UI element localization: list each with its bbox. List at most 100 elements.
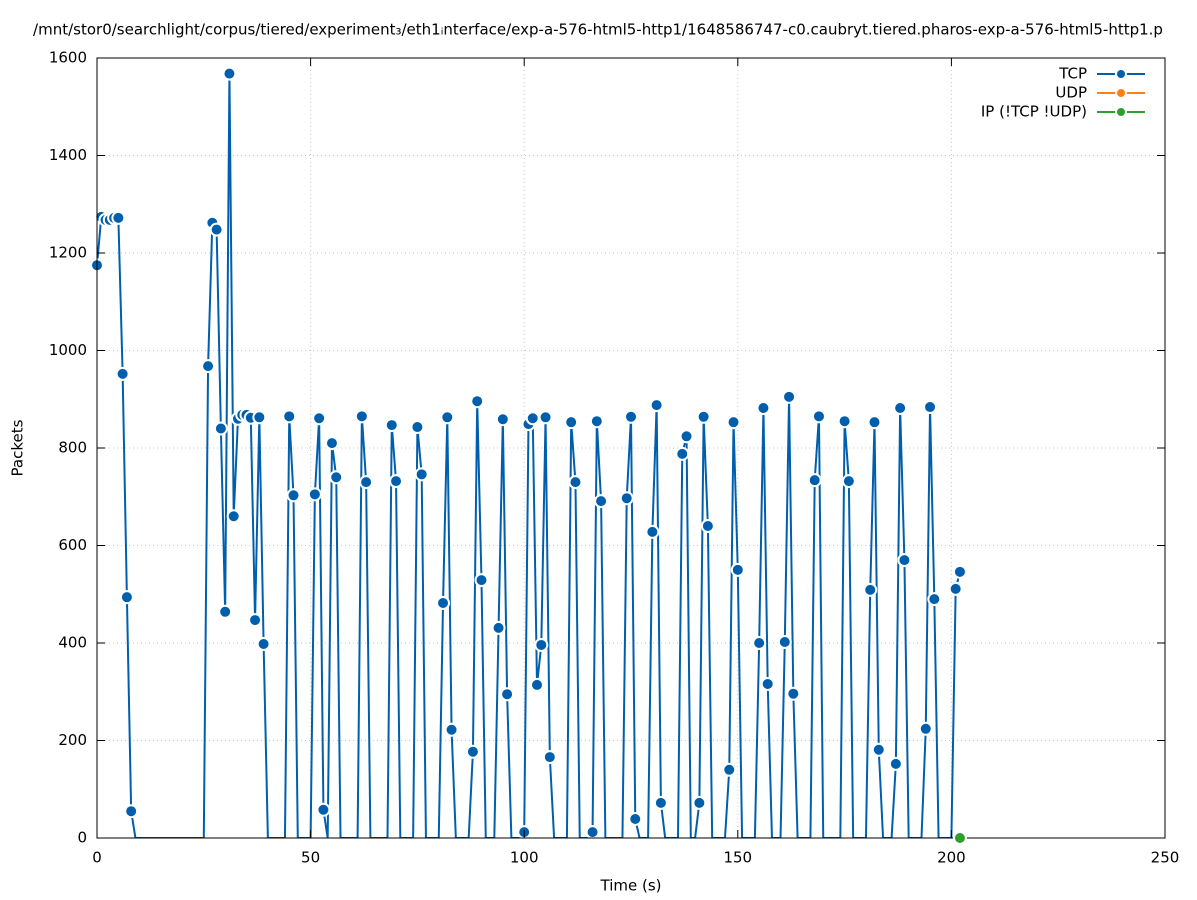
- data-point: [414, 467, 429, 482]
- data-point: [653, 795, 668, 810]
- data-point: [354, 409, 369, 424]
- data-point: [777, 635, 792, 650]
- x-tick-label: 100: [510, 849, 539, 867]
- y-axis-label: Packets: [9, 419, 27, 476]
- data-point: [752, 636, 767, 650]
- y-tick-label: 1600: [49, 49, 87, 67]
- data-point: [811, 409, 826, 424]
- y-tick-label: 200: [58, 731, 87, 749]
- legend-label: IP (!TCP !UDP): [981, 103, 1087, 121]
- data-point: [470, 394, 485, 409]
- data-point: [564, 415, 579, 430]
- data-point: [329, 470, 344, 485]
- data-point: [645, 524, 660, 539]
- data-point: [863, 582, 878, 597]
- data-point: [256, 636, 271, 651]
- data-point: [542, 750, 557, 765]
- data-point: [218, 604, 233, 619]
- data-point: [782, 389, 797, 404]
- data-point: [692, 795, 707, 810]
- plot-area: [90, 66, 967, 838]
- data-point: [871, 742, 886, 757]
- data-point: [952, 564, 967, 579]
- data-point: [209, 222, 224, 237]
- data-point: [619, 491, 634, 506]
- y-tick-label: 800: [58, 439, 87, 457]
- data-point: [538, 410, 553, 425]
- data-point: [436, 596, 451, 611]
- data-point: [786, 686, 801, 701]
- data-point: [927, 592, 942, 607]
- series-line: [96, 72, 961, 838]
- data-point: [534, 637, 549, 652]
- data-point: [594, 494, 609, 509]
- data-point: [384, 418, 399, 433]
- data-point: [756, 401, 771, 416]
- data-point: [897, 553, 912, 568]
- y-tick-label: 1200: [49, 244, 87, 262]
- data-point: [111, 210, 126, 225]
- data-point: [359, 475, 374, 490]
- data-point: [888, 756, 903, 771]
- data-point: [474, 573, 489, 588]
- data-point: [491, 620, 506, 635]
- data-point: [226, 509, 241, 524]
- data-point: [952, 831, 967, 845]
- x-tick-label: 50: [301, 849, 320, 867]
- data-point: [918, 721, 933, 736]
- data-point: [696, 409, 711, 424]
- data-point: [119, 590, 134, 605]
- chart-title: /mnt/stor0/searchlight/corpus/tiered/exp…: [33, 21, 1163, 39]
- data-point: [867, 415, 882, 430]
- data-point: [213, 421, 228, 436]
- data-point: [252, 410, 267, 425]
- x-tick-label: 150: [723, 849, 752, 867]
- data-point: [568, 475, 583, 490]
- data-point: [893, 401, 908, 416]
- data-point: [589, 414, 604, 429]
- data-point: [495, 412, 510, 427]
- data-point: [389, 474, 404, 489]
- data-point: [628, 811, 643, 826]
- y-tick-label: 1400: [49, 146, 87, 164]
- data-point: [312, 411, 327, 426]
- data-point: [675, 446, 690, 461]
- x-tick-label: 200: [937, 849, 966, 867]
- y-tick-label: 400: [58, 634, 87, 652]
- data-point: [201, 359, 216, 374]
- data-point: [760, 676, 775, 691]
- legend-marker: [1115, 106, 1127, 118]
- data-point: [248, 613, 263, 628]
- data-point: [465, 744, 480, 759]
- data-point: [841, 474, 856, 489]
- data-point: [948, 581, 963, 596]
- legend-label: TCP: [1058, 65, 1087, 83]
- legend-label: UDP: [1055, 84, 1087, 102]
- x-tick-label: 250: [1151, 849, 1180, 867]
- data-point: [324, 436, 339, 451]
- legend-marker: [1115, 68, 1127, 80]
- data-point: [923, 400, 938, 415]
- y-tick-label: 600: [58, 536, 87, 554]
- data-point: [282, 409, 297, 424]
- data-point: [722, 762, 737, 777]
- data-point: [700, 519, 715, 533]
- data-point: [115, 366, 130, 381]
- data-point: [624, 409, 638, 424]
- data-point: [500, 687, 515, 702]
- data-point: [649, 398, 664, 413]
- data-point: [444, 722, 459, 737]
- legend-marker: [1115, 87, 1127, 99]
- data-point: [837, 414, 852, 429]
- y-tick-label: 0: [77, 829, 87, 847]
- data-point: [222, 66, 237, 81]
- data-point: [730, 562, 745, 577]
- data-point: [316, 802, 331, 817]
- x-axis-label: Time (s): [600, 877, 662, 895]
- data-point: [286, 488, 301, 503]
- data-point: [530, 677, 545, 692]
- x-tick-label: 0: [92, 849, 102, 867]
- data-point: [585, 825, 600, 838]
